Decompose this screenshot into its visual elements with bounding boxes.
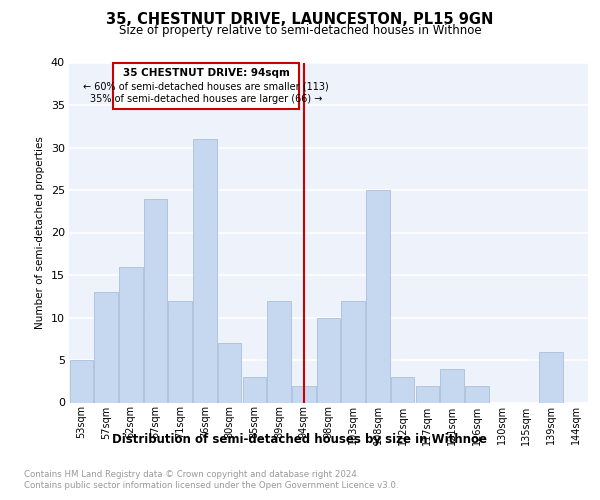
- Bar: [144, 198, 167, 402]
- Bar: [292, 386, 316, 402]
- Text: Size of property relative to semi-detached houses in Withnoe: Size of property relative to semi-detach…: [119, 24, 481, 37]
- Text: Contains public sector information licensed under the Open Government Licence v3: Contains public sector information licen…: [24, 481, 398, 490]
- Text: Distribution of semi-detached houses by size in Withnoe: Distribution of semi-detached houses by …: [113, 434, 487, 446]
- Bar: [465, 386, 488, 402]
- Text: 35 CHESTNUT DRIVE: 94sqm: 35 CHESTNUT DRIVE: 94sqm: [123, 68, 290, 78]
- Bar: [242, 377, 266, 402]
- Text: ← 60% of semi-detached houses are smaller (113): ← 60% of semi-detached houses are smalle…: [83, 81, 329, 91]
- Bar: [416, 386, 439, 402]
- Bar: [70, 360, 93, 403]
- Bar: [119, 266, 143, 402]
- Bar: [317, 318, 340, 402]
- FancyBboxPatch shape: [113, 62, 299, 110]
- Bar: [539, 352, 563, 403]
- Bar: [268, 300, 291, 402]
- Y-axis label: Number of semi-detached properties: Number of semi-detached properties: [35, 136, 45, 329]
- Bar: [366, 190, 389, 402]
- Text: 35% of semi-detached houses are larger (66) →: 35% of semi-detached houses are larger (…: [90, 94, 322, 104]
- Bar: [218, 343, 241, 402]
- Bar: [169, 300, 192, 402]
- Bar: [440, 368, 464, 402]
- Bar: [193, 139, 217, 402]
- Text: 35, CHESTNUT DRIVE, LAUNCESTON, PL15 9GN: 35, CHESTNUT DRIVE, LAUNCESTON, PL15 9GN: [106, 12, 494, 28]
- Bar: [94, 292, 118, 403]
- Bar: [391, 377, 415, 402]
- Text: Contains HM Land Registry data © Crown copyright and database right 2024.: Contains HM Land Registry data © Crown c…: [24, 470, 359, 479]
- Bar: [341, 300, 365, 402]
